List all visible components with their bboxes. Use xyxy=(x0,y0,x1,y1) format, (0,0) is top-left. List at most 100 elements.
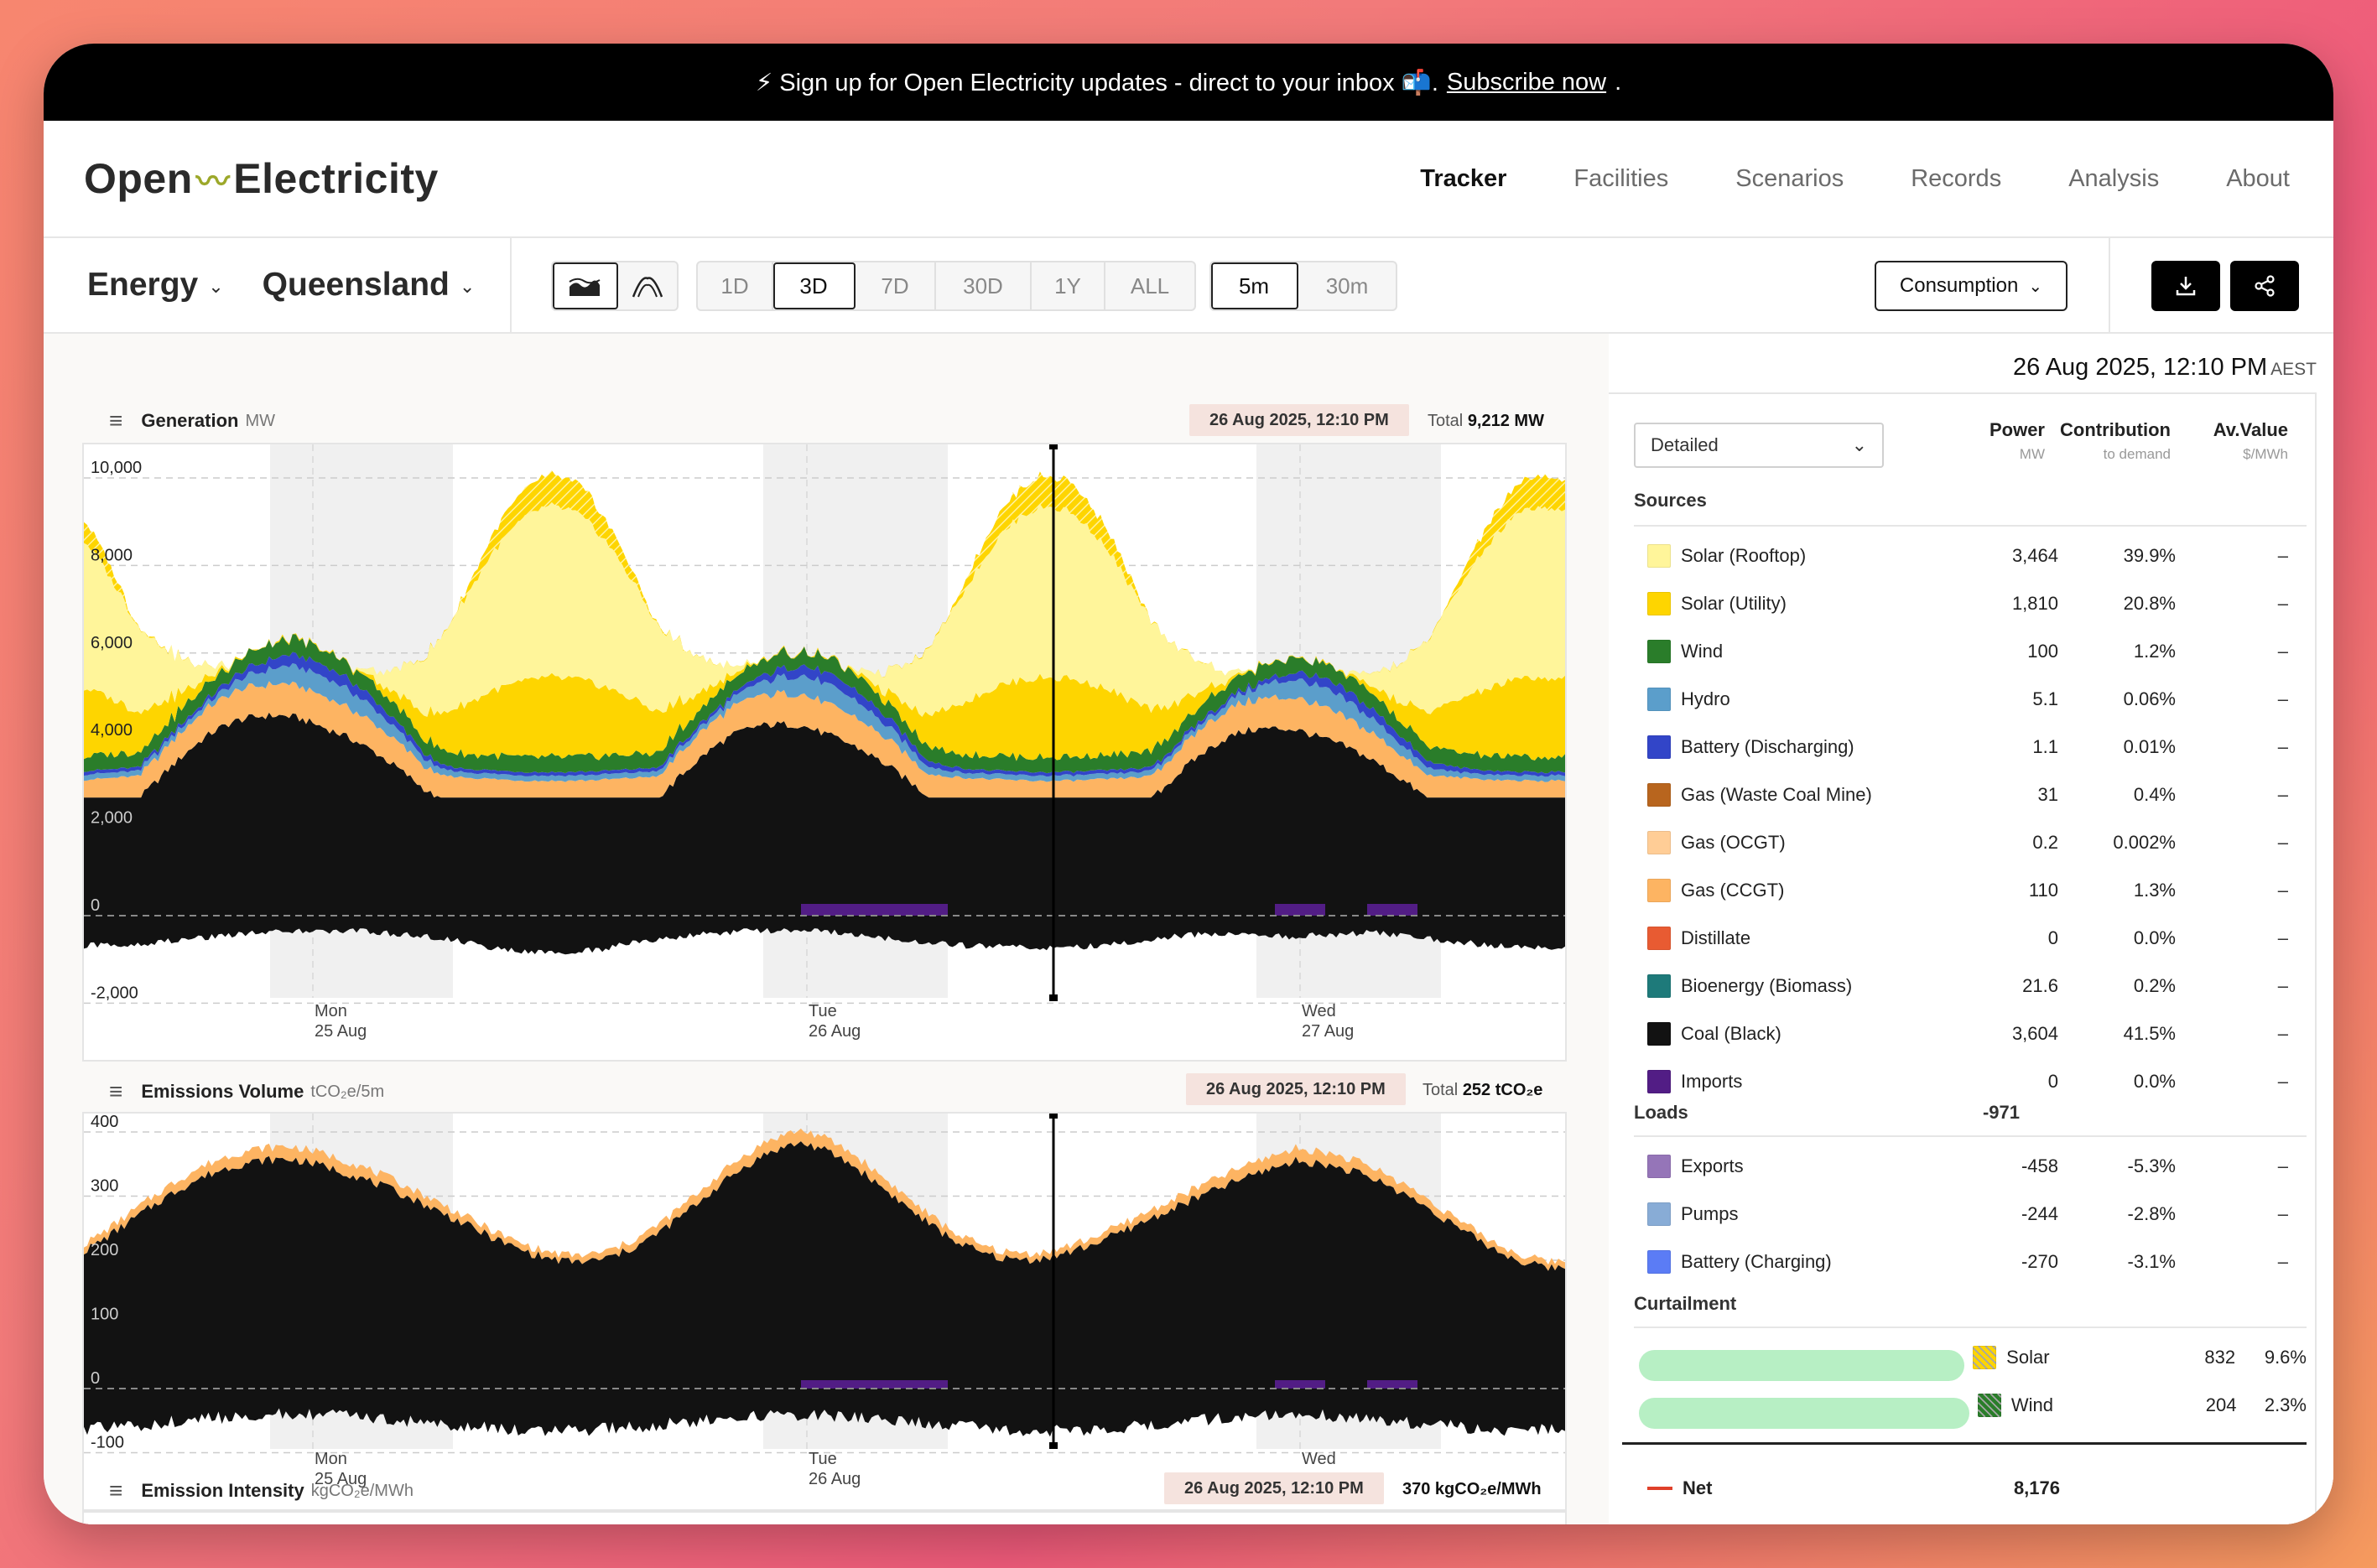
row-value: – xyxy=(2277,1155,2288,1176)
menu-icon[interactable]: ≡ xyxy=(109,408,123,434)
row-contribution: -2.8% xyxy=(2127,1202,2176,1224)
row-contribution: 9.6% xyxy=(2264,1346,2307,1368)
row-power: 1,810 xyxy=(2011,592,2058,614)
color-swatch xyxy=(1647,687,1671,711)
line-chart-icon xyxy=(632,277,663,298)
load-row[interactable]: Pumps -244 -2.8% – xyxy=(1634,1190,2307,1238)
consumption-dropdown[interactable]: Consumption ⌄ xyxy=(1875,261,2068,311)
x-tick-label: Wed xyxy=(1302,1002,1336,1020)
download-button[interactable] xyxy=(2151,261,2220,311)
line-chart-button[interactable] xyxy=(618,262,677,309)
row-label: Coal (Black) xyxy=(1681,1022,1781,1044)
gas-ccgt-area xyxy=(84,681,1565,798)
share-button[interactable] xyxy=(2230,261,2299,311)
color-swatch xyxy=(1647,926,1671,950)
logo[interactable]: Open 〰 Electricity xyxy=(84,155,439,202)
color-swatch xyxy=(1647,1202,1671,1226)
y-tick-label: 400 xyxy=(91,1114,118,1131)
chart-style-toggle xyxy=(551,261,679,311)
row-value: – xyxy=(2277,592,2288,614)
row-contribution: 39.9% xyxy=(2123,544,2176,566)
source-row[interactable]: Gas (CCGT) 110 1.3% – xyxy=(1634,866,2307,914)
row-value: – xyxy=(2277,974,2288,996)
source-row[interactable]: Wind 100 1.2% – xyxy=(1634,627,2307,675)
color-swatch xyxy=(1647,1154,1671,1178)
row-contribution: 0.06% xyxy=(2123,688,2176,709)
metric-dropdown[interactable]: Energy ⌄ xyxy=(87,267,224,303)
nav-facilities[interactable]: Facilities xyxy=(1573,164,1669,192)
nav-analysis[interactable]: Analysis xyxy=(2068,164,2160,192)
main-content: ≡ Generation MW 26 Aug 2025, 12:10 PM To… xyxy=(44,334,2333,1524)
row-value: – xyxy=(2277,783,2288,805)
region-dropdown[interactable]: Queensland ⌄ xyxy=(262,267,476,303)
wind-area xyxy=(84,634,1565,774)
generation-title: Generation xyxy=(141,410,239,431)
interval-selector: 5m 30m xyxy=(1209,261,1397,311)
row-contribution: 2.3% xyxy=(2264,1394,2307,1415)
imports-area xyxy=(1275,904,1325,916)
curtailment-row[interactable]: Wind 204 2.3% xyxy=(1634,1381,2307,1429)
nav-records[interactable]: Records xyxy=(1911,164,2002,192)
row-label: Gas (Waste Coal Mine) xyxy=(1681,783,1872,805)
interval-30m[interactable]: 30m xyxy=(1325,273,1369,299)
source-row[interactable]: Hydro 5.1 0.06% – xyxy=(1634,675,2307,723)
range-30d[interactable]: 30D xyxy=(936,262,1032,309)
row-contribution: 0.2% xyxy=(2133,974,2176,996)
app-window: ⚡ Sign up for Open Electricity updates -… xyxy=(44,44,2333,1524)
y-tick-label: 10,000 xyxy=(91,459,142,477)
row-power: 21.6 xyxy=(2022,974,2058,996)
nav-about[interactable]: About xyxy=(2226,164,2290,192)
row-label: Solar (Utility) xyxy=(1681,592,1787,614)
source-row[interactable]: Gas (OCGT) 0.2 0.002% – xyxy=(1634,818,2307,866)
load-row[interactable]: Exports -458 -5.3% – xyxy=(1634,1142,2307,1190)
view-dropdown[interactable]: Detailed ⌄ xyxy=(1634,423,1884,468)
color-swatch xyxy=(1647,830,1671,854)
download-icon xyxy=(2176,277,2196,296)
row-power: 0.2 xyxy=(2032,831,2058,853)
source-row[interactable]: Solar (Utility) 1,810 20.8% – xyxy=(1634,579,2307,627)
interval-5m[interactable]: 5m xyxy=(1211,262,1298,309)
imports-emissions-area xyxy=(1367,1380,1417,1389)
generation-chart[interactable]: 10,000 8,000 6,000 4,000 2,000 0 -2,000 Mon 25 A… xyxy=(82,443,1567,1062)
row-label: Battery (Discharging) xyxy=(1681,735,1854,757)
source-row[interactable]: Solar (Rooftop) 3,464 39.9% – xyxy=(1634,532,2307,579)
row-label: Pumps xyxy=(1681,1202,1739,1224)
range-3d[interactable]: 3D xyxy=(773,262,856,309)
source-row[interactable]: Coal (Black) 3,604 41.5% – xyxy=(1634,1010,2307,1057)
menu-icon[interactable]: ≡ xyxy=(109,1477,123,1503)
range-7d[interactable]: 7D xyxy=(856,262,936,309)
curtailment-row[interactable]: Solar 832 9.6% xyxy=(1634,1333,2307,1381)
y-tick-label: 8,000 xyxy=(91,546,133,564)
color-swatch xyxy=(1647,878,1671,902)
source-row[interactable]: Distillate 0 0.0% – xyxy=(1634,914,2307,962)
source-row[interactable]: Bioenergy (Biomass) 21.6 0.2% – xyxy=(1634,962,2307,1010)
row-power: 0 xyxy=(2047,927,2058,948)
intensity-chart[interactable] xyxy=(82,1511,1567,1524)
row-power: -244 xyxy=(2021,1202,2058,1224)
range-all[interactable]: ALL xyxy=(1130,273,1170,299)
y-tick-label: 2,000 xyxy=(91,809,133,828)
source-row[interactable]: Gas (Waste Coal Mine) 31 0.4% – xyxy=(1634,771,2307,818)
row-power: 3,604 xyxy=(2011,1022,2058,1044)
row-power: -270 xyxy=(2021,1250,2058,1272)
imports-area xyxy=(801,904,948,916)
source-row[interactable]: Battery (Discharging) 1.1 0.01% – xyxy=(1634,723,2307,771)
subscribe-link[interactable]: Subscribe now xyxy=(1446,68,1607,96)
x-tick-label: 26 Aug xyxy=(809,1470,861,1488)
source-row[interactable]: Imports 0 0.0% – xyxy=(1634,1057,2307,1105)
menu-icon[interactable]: ≡ xyxy=(109,1078,123,1104)
cursor-handle xyxy=(1049,443,1058,449)
cursor-handle xyxy=(1049,1112,1058,1119)
range-1d[interactable]: 1D xyxy=(698,262,773,309)
range-selector: 1D 3D 7D 30D 1Y ALL xyxy=(696,261,1196,311)
area-chart-button[interactable] xyxy=(553,262,618,309)
nav-scenarios[interactable]: Scenarios xyxy=(1735,164,1844,192)
range-1y[interactable]: 1Y xyxy=(1032,262,1105,309)
nav-tracker[interactable]: Tracker xyxy=(1420,164,1507,192)
announcement-banner: ⚡ Sign up for Open Electricity updates -… xyxy=(44,44,2333,121)
row-power: 1.1 xyxy=(2032,735,2058,757)
row-label: Gas (OCGT) xyxy=(1681,831,1786,853)
load-row[interactable]: Battery (Charging) -270 -3.1% – xyxy=(1634,1238,2307,1285)
solar-rooftop-area xyxy=(84,502,1565,717)
